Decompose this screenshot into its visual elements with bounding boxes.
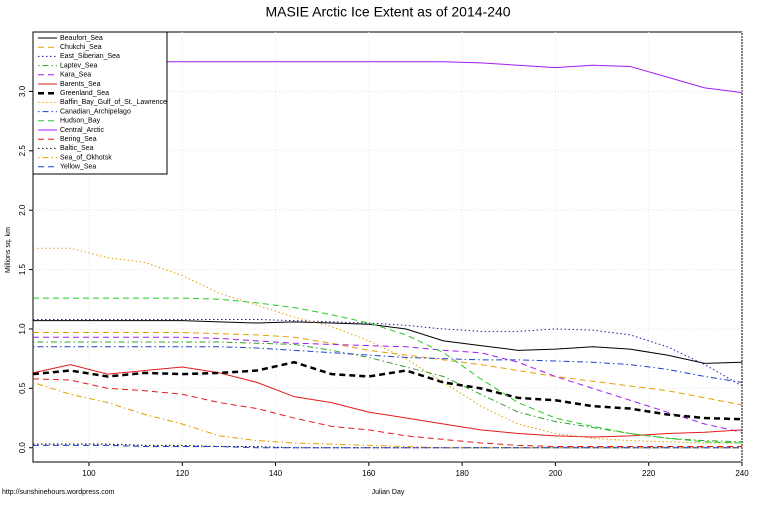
x-tick-label: 160 <box>362 469 376 478</box>
legend-label: Central_Arctic <box>60 127 104 134</box>
legend-label: Baltic_Sea <box>60 145 94 152</box>
legend-label: Kara_Sea <box>60 72 91 79</box>
data-line <box>33 247 742 444</box>
legend-label: Laptev_Sea <box>60 62 97 69</box>
data-line <box>32 364 743 438</box>
legend-label: Barents_Sea <box>60 81 101 88</box>
x-tick-label: 200 <box>549 469 563 478</box>
legend-label: Bering_Sea <box>60 136 97 143</box>
chart-title: MASIE Arctic Ice Extent as of 2014-240 <box>265 4 510 20</box>
legend-label: Beaufort_Sea <box>60 35 103 42</box>
y-tick-label: 0.0 <box>18 442 27 454</box>
x-tick-label: 140 <box>269 469 283 478</box>
legend-label: Hudson_Bay <box>60 118 101 125</box>
x-tick-label: 120 <box>176 469 190 478</box>
data-line <box>33 320 743 364</box>
x-axis-label: Julian Day <box>372 489 405 496</box>
legend-label: Yellow_Sea <box>60 164 96 171</box>
data-line <box>33 346 743 383</box>
data-line <box>33 341 743 443</box>
y-tick-label: 1.0 <box>18 323 27 335</box>
data-line <box>33 332 743 406</box>
data-line <box>33 444 742 449</box>
x-tick-label: 220 <box>642 469 656 478</box>
legend-label: Baffin_Bay_Gulf_of_St._Lawrence <box>60 99 167 106</box>
y-tick-label: 3.0 <box>18 85 27 97</box>
legend-box <box>32 31 168 175</box>
legend-label: Greenland_Sea <box>60 90 109 97</box>
plot-area <box>32 31 743 463</box>
legend-label: Canadian_Archipelago <box>60 108 131 115</box>
x-tick-label: 100 <box>82 469 96 478</box>
y-axis-label: Millions sq. km <box>5 227 12 273</box>
x-tick-label: 180 <box>455 469 469 478</box>
y-tick-label: 2.5 <box>18 145 27 157</box>
data-line <box>33 336 743 433</box>
x-tick-label: 240 <box>735 469 749 478</box>
source-note: http://sunshinehours.wordpress.com <box>2 489 115 496</box>
y-tick-label: 2.0 <box>18 204 27 216</box>
data-line <box>33 297 743 444</box>
y-tick-label: 1.5 <box>18 263 27 275</box>
y-tick-label: 0.5 <box>18 382 27 394</box>
legend-label: Chukchi_Sea <box>60 44 102 51</box>
legend-label: Sea_of_Okhotsk <box>60 154 112 161</box>
data-line <box>33 443 742 449</box>
legend-label: East_Siberian_Sea <box>60 53 120 60</box>
data-line <box>32 378 742 448</box>
